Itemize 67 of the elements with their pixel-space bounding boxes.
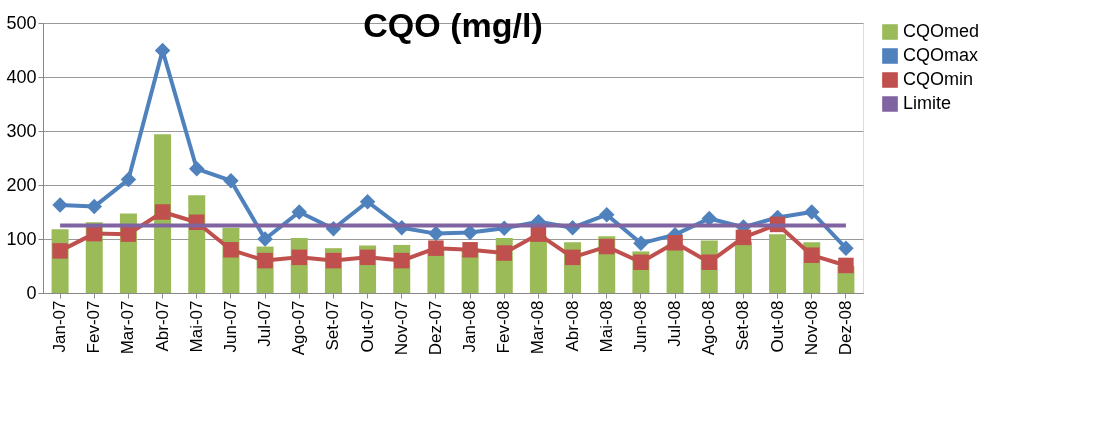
- x-tick-label: Abr-08: [562, 300, 582, 352]
- bar: [769, 234, 787, 293]
- x-tick-label: Jun-08: [630, 300, 650, 353]
- point: [804, 204, 820, 220]
- point: [428, 225, 444, 242]
- legend-label: CQOmed: [903, 21, 980, 41]
- point: [223, 242, 239, 258]
- x-tick-label: Ago-08: [699, 300, 719, 356]
- x-tick-label: Jan-07: [50, 300, 70, 353]
- point: [359, 193, 376, 210]
- point: [564, 249, 581, 266]
- chart-title: CQO (mg/l): [363, 6, 543, 44]
- x-tick-label: Jul-07: [255, 300, 275, 347]
- y-tick-label: 500: [6, 12, 37, 33]
- point: [838, 257, 854, 274]
- point: [633, 235, 649, 252]
- y-tick-label: 200: [6, 174, 37, 195]
- x-tick-label: Dez-07: [425, 300, 445, 356]
- x-tick-label: Set-08: [733, 300, 753, 351]
- point: [189, 161, 205, 177]
- bar: [734, 241, 752, 293]
- x-tick-label: Nov-07: [391, 300, 411, 356]
- x-tick-label: Jan-08: [460, 300, 480, 353]
- point: [325, 252, 342, 269]
- y-tick-label: 400: [6, 66, 37, 87]
- point: [462, 242, 478, 258]
- x-tick-label: Abr-07: [152, 300, 172, 352]
- x-tick-label: Mar-07: [118, 300, 138, 355]
- x-tick-label: Mai-07: [186, 300, 206, 353]
- point: [804, 247, 820, 263]
- x-tick-label: Ago-07: [289, 300, 309, 356]
- y-tick-label: 0: [26, 282, 37, 303]
- point: [667, 235, 683, 251]
- legend-label: CQOmax: [903, 45, 979, 65]
- point: [223, 172, 239, 189]
- point: [52, 197, 68, 213]
- point: [257, 231, 273, 247]
- point: [633, 254, 649, 270]
- y-tick-label: 100: [6, 228, 37, 249]
- y-tick-label: 300: [6, 120, 37, 141]
- x-tick-label: Out-07: [357, 300, 377, 353]
- x-tick-label: Jul-08: [665, 300, 685, 347]
- point: [257, 252, 273, 269]
- point: [599, 238, 615, 255]
- point: [52, 243, 68, 259]
- legend-label: Limite: [903, 93, 952, 113]
- point: [599, 206, 615, 223]
- point: [359, 249, 376, 266]
- point: [154, 204, 171, 220]
- x-tick-label: Nov-08: [801, 300, 821, 356]
- x-tick-label: Out-08: [767, 300, 787, 353]
- x-tick-label: Fev-08: [494, 300, 514, 354]
- x-tick-label: Dez-08: [835, 300, 855, 356]
- point: [735, 229, 752, 246]
- point: [428, 240, 444, 256]
- x-tick-label: Jun-07: [220, 300, 240, 353]
- legend-label: CQOmin: [903, 69, 974, 89]
- x-tick-label: Set-07: [323, 300, 343, 351]
- point: [120, 171, 137, 188]
- x-tick-label: Fev-07: [84, 300, 104, 354]
- point: [291, 204, 307, 220]
- x-tick-label: Mar-08: [528, 300, 548, 355]
- point: [496, 245, 512, 261]
- x-tick-label: Mai-08: [596, 300, 616, 353]
- point: [86, 198, 102, 215]
- bar: [529, 236, 547, 293]
- point: [838, 240, 854, 256]
